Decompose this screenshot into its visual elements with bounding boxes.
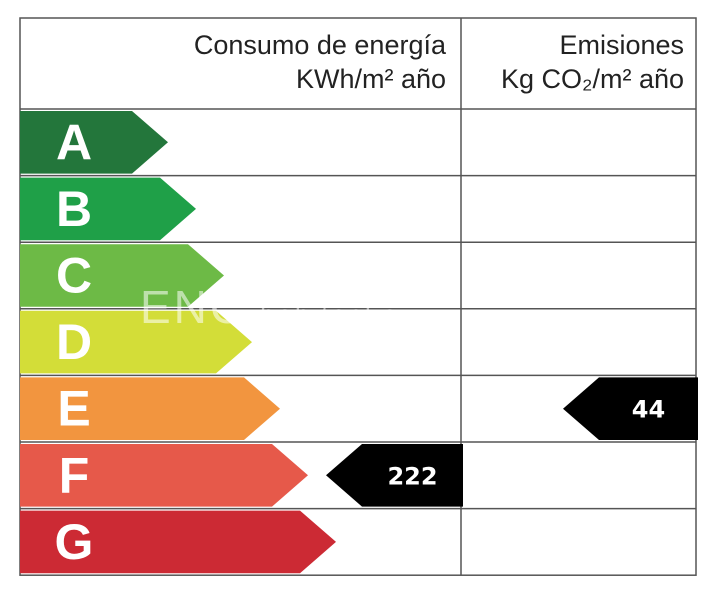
class-arrow-d	[20, 310, 252, 374]
class-arrow-g	[20, 510, 336, 574]
rating-markers: 222 44	[326, 377, 698, 507]
class-letter-b: B	[56, 181, 92, 237]
energy-rating-marker-shape	[326, 444, 463, 507]
energy-rating-marker-value: 222	[387, 462, 437, 490]
emissions-header-title: Emisiones	[559, 30, 684, 60]
class-letter-f: F	[59, 447, 90, 503]
watermark-sub: habitaclia	[260, 299, 400, 329]
class-letter-c: C	[56, 248, 92, 304]
watermark: ENC habitaclia	[140, 280, 400, 334]
class-letter-a: A	[56, 114, 92, 170]
watermark-main: ENC	[140, 281, 247, 333]
grid-lines	[19, 17, 697, 576]
class-letter-g: G	[55, 514, 94, 570]
energy-header-title: Consumo de energía	[193, 30, 446, 60]
emissions-rating-marker-value: 44	[632, 396, 665, 424]
class-arrow-c	[20, 244, 224, 307]
class-arrow-f	[20, 444, 308, 507]
emissions-header-unit: Kg CO₂/m² año	[500, 64, 684, 94]
class-arrow-e	[20, 377, 280, 440]
emissions-rating-marker-shape	[563, 377, 698, 440]
class-arrow-b	[20, 177, 196, 241]
energy-header: Consumo de energía KWh/m² año	[150, 28, 446, 96]
energy-header-unit: KWh/m² año	[295, 64, 446, 94]
class-arrow-a	[20, 111, 168, 174]
emissions-header: Emisiones Kg CO₂/m² año	[462, 28, 684, 96]
class-letter-d: D	[56, 314, 92, 370]
class-letter-e: E	[57, 381, 90, 437]
